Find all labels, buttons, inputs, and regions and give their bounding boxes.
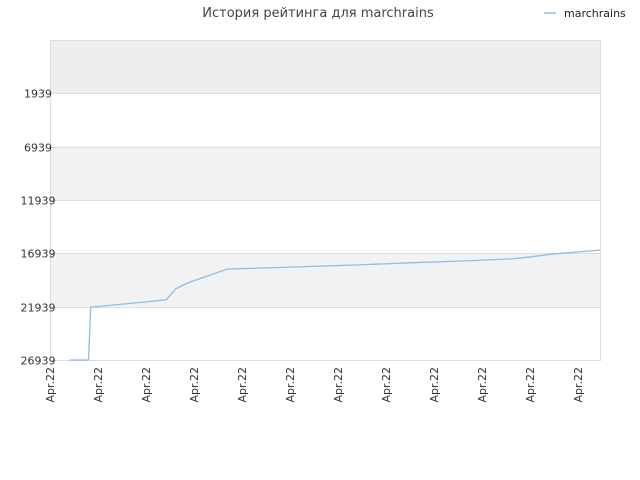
x-tick-label: Apr.22 <box>572 367 585 403</box>
y-tick-label: 21939 <box>21 302 56 315</box>
x-tick-label: Apr.22 <box>476 367 489 403</box>
background-band <box>50 253 600 307</box>
background-band <box>50 40 600 94</box>
legend-label: marchrains <box>564 7 626 20</box>
x-tick-label: Apr.22 <box>524 367 537 403</box>
x-tick-label: Apr.22 <box>188 367 201 403</box>
y-tick-label: 16939 <box>21 248 56 261</box>
series-line-marchrains <box>69 249 601 361</box>
y-tick-label: 26939 <box>21 355 56 368</box>
x-tick-label: Apr.22 <box>428 367 441 403</box>
x-tick-label: Apr.22 <box>236 367 249 403</box>
chart-title: История рейтинга для marchrains <box>202 6 434 21</box>
background-band <box>50 146 600 200</box>
x-tick-label: Apr.22 <box>380 367 393 403</box>
x-tick-label: Apr.22 <box>140 367 153 403</box>
x-tick-label: Apr.22 <box>44 367 57 403</box>
legend: marchrains <box>544 7 626 20</box>
plot-area-border <box>50 40 601 361</box>
x-tick-label: Apr.22 <box>92 367 105 403</box>
x-tick-label: Apr.22 <box>284 367 297 403</box>
y-tick-label: 1939 <box>24 88 52 101</box>
x-tick-label: Apr.22 <box>332 367 345 403</box>
y-tick-label: 6939 <box>24 142 52 155</box>
y-tick-label: 11939 <box>21 195 56 208</box>
